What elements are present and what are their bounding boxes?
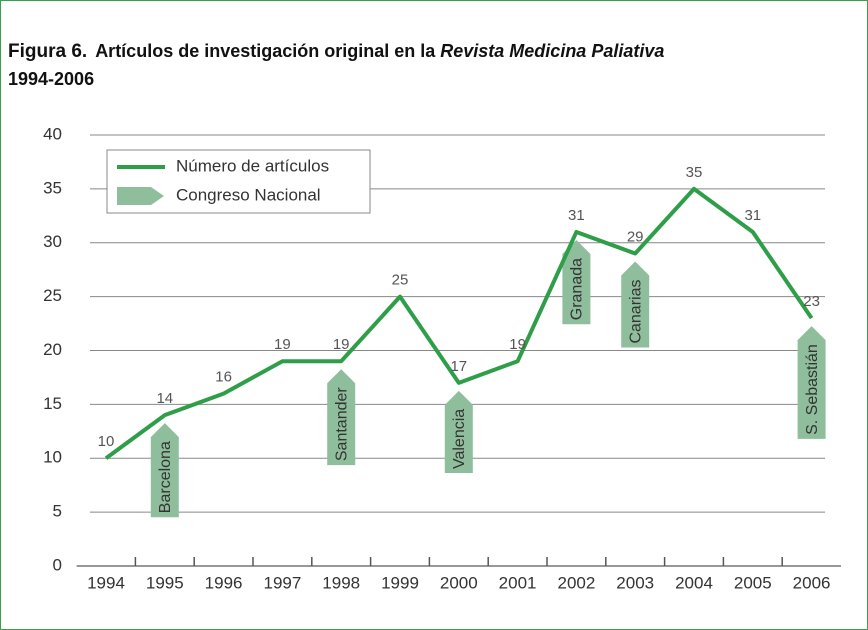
legend-label: Número de artículos: [176, 156, 329, 175]
series-line: [104, 186, 814, 460]
y-tick-label: 30: [43, 232, 62, 251]
event-label: Granada: [569, 258, 586, 320]
event-label: Canarias: [627, 280, 644, 344]
event-label: Valencia: [451, 409, 468, 469]
y-tick-label: 20: [43, 340, 62, 359]
title-years: 1994-2006: [8, 69, 94, 89]
event-arrow: [562, 239, 591, 325]
event-label: S. Sebastián: [804, 344, 821, 435]
x-tick-label: 1998: [322, 573, 360, 592]
y-tick-label: 35: [43, 178, 62, 197]
event-label: Santander: [333, 387, 350, 462]
x-tick-label: 2002: [557, 573, 595, 592]
value-label: 16: [215, 369, 232, 386]
x-tick-label: 1994: [87, 573, 125, 592]
event-marker: Barcelona: [150, 423, 179, 518]
y-tick-label: 10: [43, 448, 62, 467]
value-label: 17: [450, 358, 467, 375]
event-marker: Canarias: [621, 261, 650, 348]
x-tick-label: 2005: [734, 573, 772, 592]
value-label: 31: [568, 207, 585, 224]
title-label: Figura 6.: [8, 41, 87, 62]
value-label: 14: [156, 390, 173, 407]
value-label: 31: [744, 207, 761, 224]
x-tick-label: 2003: [616, 573, 654, 592]
event-arrow: [444, 390, 473, 474]
x-tick-label: 2004: [675, 573, 713, 592]
y-tick-label: 25: [43, 286, 62, 305]
x-tick-label: 1996: [205, 573, 243, 592]
event-arrow: [797, 326, 826, 439]
legend: Número de artículos Congreso Nacional: [106, 149, 371, 214]
value-label: 10: [98, 433, 115, 450]
x-tick-label: 1995: [146, 573, 184, 592]
legend-arrow: [117, 187, 164, 205]
y-tick-label: 15: [43, 394, 62, 413]
event-label: Barcelona: [157, 441, 174, 513]
x-tick-label: 2006: [793, 573, 831, 592]
value-label: 25: [392, 272, 409, 289]
event-arrow: [327, 369, 356, 466]
x-tick-label: 2000: [440, 573, 478, 592]
event-marker: Granada: [562, 239, 591, 325]
y-tick-label: 40: [43, 124, 62, 143]
value-label: 23: [803, 293, 820, 310]
event-arrow: [621, 261, 650, 348]
y-tick-label: 5: [53, 502, 62, 521]
value-label: 19: [509, 336, 526, 353]
title-journal: Revista Medicina Paliativa: [440, 41, 664, 61]
value-label: 35: [686, 164, 703, 181]
event-marker: Valencia: [444, 390, 473, 474]
value-label: 19: [274, 336, 291, 353]
chart-title: Figura 6. Artículos de investigación orig…: [8, 41, 664, 62]
event-marker: Santander: [327, 369, 356, 466]
event-arrow: [150, 423, 179, 518]
y-tick-label: 0: [53, 555, 62, 574]
x-tick-label: 2001: [499, 573, 537, 592]
x-tick-label: 1999: [381, 573, 419, 592]
legend-label: Congreso Nacional: [176, 185, 321, 204]
value-label: 19: [333, 336, 350, 353]
event-marker: S. Sebastián: [797, 326, 826, 439]
value-label: 29: [627, 228, 644, 245]
x-tick-label: 1997: [263, 573, 301, 592]
title-text: Artículos de investigación original en l…: [95, 41, 436, 61]
